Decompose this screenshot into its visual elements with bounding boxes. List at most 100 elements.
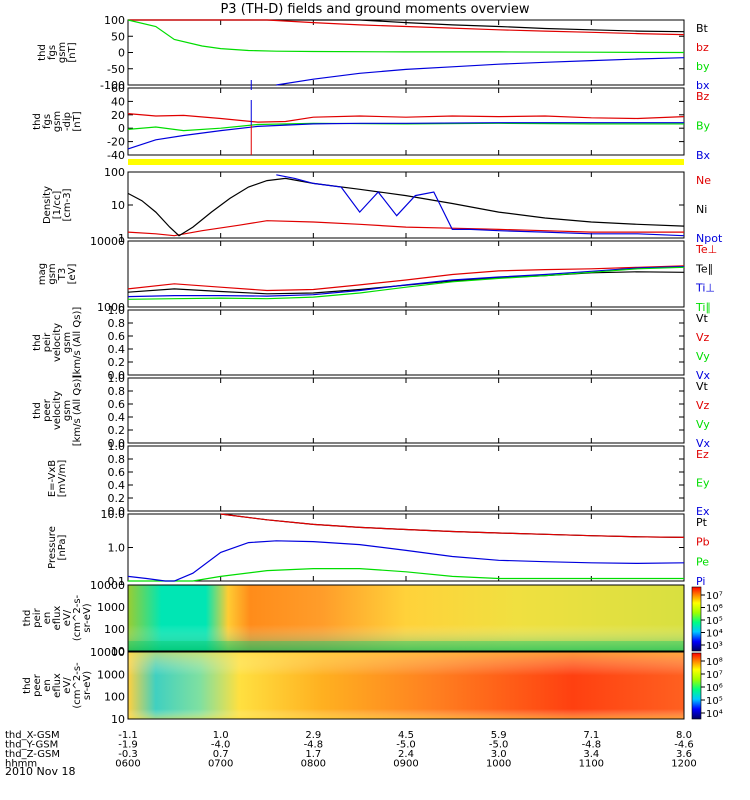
colorbar-2-scale: [691, 652, 702, 720]
ephemeris-value: -4.8: [304, 740, 324, 751]
ephemeris-value: 8.0: [676, 730, 692, 741]
ephemeris-value: -4.8: [582, 740, 602, 751]
y-axis-label: thd: [22, 677, 33, 694]
y-axis-label: peir: [32, 607, 43, 627]
ephemeris-value: 3.4: [583, 749, 599, 760]
y-axis-label: [cm-3]: [62, 188, 73, 221]
legend-Pi: Pi: [696, 575, 705, 588]
y-tick-label: 10000: [90, 579, 125, 592]
y-axis-label: [nT]: [72, 111, 83, 131]
legend-Bt: Bt: [696, 22, 709, 35]
series-by: [127, 19, 685, 54]
panel-4: 10000 1000 mag gsm T3 [eV] Te⊥ Te∥ Ti⊥ Ti∥: [37, 235, 717, 314]
ephemeris-value: 4.5: [398, 730, 414, 741]
y-axis-label: sr-eV): [82, 603, 93, 632]
ephemeris-row-label: hhmm: [5, 759, 37, 770]
ephemeris-value: 0700: [208, 759, 233, 770]
ephemeris-value: 0900: [393, 759, 418, 770]
ion-spectrogram-frame: [127, 584, 685, 652]
ion-spectrogram-low-band: [128, 641, 684, 651]
y-tick-label: 0.4: [108, 479, 126, 492]
y-tick-label: 100: [104, 623, 125, 636]
y-axis-label: fgs: [47, 45, 58, 60]
y-tick-label: 10: [111, 713, 125, 726]
y-axis-label: gsm: [52, 111, 63, 132]
ephemeris-value: 1.0: [213, 730, 229, 741]
panel-8-frame: [127, 513, 685, 582]
legend-Ez: Ez: [696, 448, 709, 461]
ephemeris-value: 1.7: [305, 749, 321, 760]
panel-2-frame: [127, 87, 685, 156]
legend-Ey: Ey: [696, 477, 710, 490]
legend-Vy: Vy: [696, 350, 710, 363]
y-axis-label: -dip: [62, 112, 73, 131]
quality-flag-bar: [128, 159, 684, 165]
y-axis-label: gsm: [47, 263, 58, 284]
legend-Ne: Ne: [696, 174, 711, 187]
colorbar-tick-label: 10⁵: [706, 616, 723, 627]
legend-Vz: Vz: [696, 399, 710, 412]
ephemeris-row-label: thd_Z-GSM: [5, 749, 60, 760]
series-Pb: [220, 513, 685, 538]
panel-8: 10.0 1.0 0.1 Pressure [nPa] Pt Pb Pe Pi: [47, 508, 710, 588]
legend-by: by: [696, 60, 710, 73]
panel-1: 100 50 0 -50 -100 thd fgs gsm [nT] Bt bz by bx: [37, 14, 710, 92]
colorbar-tick-label: 10⁶: [706, 683, 723, 694]
y-axis-label: peer: [32, 673, 43, 697]
series-Ti∥: [127, 266, 685, 300]
y-tick-label: 0.0: [108, 437, 126, 450]
legend-Pb: Pb: [696, 536, 710, 549]
y-tick-label: 0.8: [108, 385, 126, 398]
ephemeris-value: -5.0: [489, 740, 509, 751]
y-tick-label: 0.8: [108, 453, 126, 466]
series-Pt: [220, 513, 685, 538]
y-tick-label: 0.6: [108, 330, 126, 343]
y-tick-label: 0.2: [108, 356, 126, 369]
colorbar-tick-label: 10⁷: [706, 591, 723, 602]
colorbar-1-scale: [691, 586, 702, 652]
legend-Bx: Bx: [696, 149, 711, 162]
y-tick-label: 0.2: [108, 492, 126, 505]
y-axis-label: fgs: [42, 114, 53, 129]
y-tick-label: 100: [104, 691, 125, 704]
y-axis-label: [eV]: [67, 264, 78, 285]
colorbar-tick-label: 10⁶: [706, 604, 723, 615]
y-tick-label: 0.8: [108, 317, 126, 330]
y-axis-label: peer: [42, 398, 53, 422]
ephemeris-value: 2.4: [398, 749, 414, 760]
ephemeris-value: 2.9: [305, 730, 321, 741]
ephemeris-value: 1000: [486, 759, 511, 770]
ephemeris-value: 1100: [579, 759, 604, 770]
y-tick-label: 100: [104, 14, 125, 27]
panel-5-frame: [127, 309, 685, 376]
y-axis-label: en: [42, 679, 53, 692]
legend-bx: bx: [696, 79, 710, 92]
series-Bx: [127, 122, 684, 150]
colorbar-tick-label: 10⁴: [706, 709, 723, 720]
ion-spectrogram-shading: [128, 585, 684, 651]
y-axis-label: thd: [22, 610, 33, 627]
legend-Vy: Vy: [696, 418, 710, 431]
legend-Vt: Vt: [696, 312, 709, 325]
y-axis-label: (cm^2-s-: [72, 594, 83, 641]
colorbar-tick-label: 10⁷: [706, 670, 723, 681]
y-tick-label: 0.0: [108, 505, 126, 518]
series-By: [127, 122, 684, 132]
colorbar-2: [691, 652, 702, 720]
y-tick-label: 10000: [90, 235, 125, 248]
y-tick-label: 10: [111, 199, 125, 212]
y-axis-label: [km/s (All Qs)]: [72, 375, 83, 447]
y-tick-label: 10: [111, 645, 125, 658]
ephemeris-value: -4.6: [674, 740, 694, 751]
y-axis-label: thd: [32, 113, 43, 130]
y-tick-label: 1: [118, 232, 125, 245]
ephemeris-value: 5.9: [491, 730, 507, 741]
y-tick-label: 0.4: [108, 411, 126, 424]
y-tick-label: 0.4: [108, 343, 126, 356]
legend-Ti∥: Ti∥: [695, 301, 711, 314]
y-axis-label: eV/: [62, 677, 73, 694]
y-tick-label: 20: [111, 109, 125, 122]
date-label: 2010 Nov 18: [5, 765, 75, 778]
